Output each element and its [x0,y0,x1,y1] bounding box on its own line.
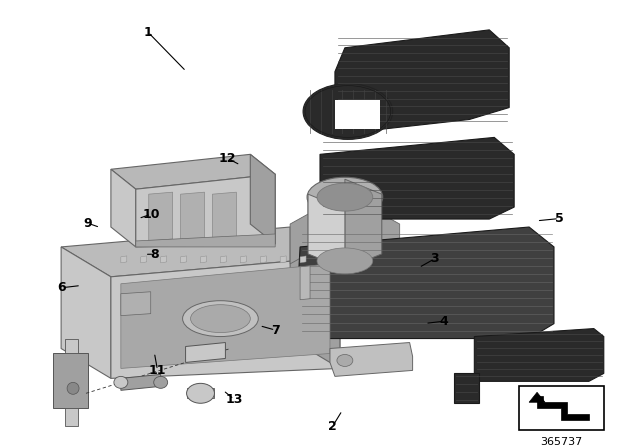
Ellipse shape [191,305,250,332]
Polygon shape [121,292,151,316]
Ellipse shape [154,376,168,388]
Polygon shape [187,388,214,398]
Polygon shape [65,408,78,426]
Polygon shape [300,256,306,263]
Polygon shape [121,375,161,390]
Text: 13: 13 [225,393,243,406]
Polygon shape [320,256,326,263]
Polygon shape [454,373,479,403]
Text: 3: 3 [430,252,439,265]
Polygon shape [180,192,205,241]
Polygon shape [300,266,310,300]
Polygon shape [260,256,266,263]
Polygon shape [136,174,275,247]
Text: 6: 6 [58,281,66,294]
Polygon shape [141,256,147,263]
Ellipse shape [303,84,393,139]
Polygon shape [250,154,275,244]
Ellipse shape [182,301,259,336]
Polygon shape [200,256,207,263]
Polygon shape [308,179,381,269]
Text: 9: 9 [83,216,92,229]
Bar [519,386,604,430]
Polygon shape [241,256,246,263]
Ellipse shape [114,376,128,388]
Text: 7: 7 [271,323,280,336]
Text: 12: 12 [219,152,236,165]
Polygon shape [290,227,340,368]
Polygon shape [381,214,399,264]
Ellipse shape [317,183,372,211]
Text: 365737: 365737 [540,437,582,447]
Polygon shape [148,192,173,241]
Polygon shape [53,353,88,408]
Polygon shape [537,396,589,420]
Text: 2: 2 [328,419,337,432]
Polygon shape [61,227,340,277]
Text: 10: 10 [142,207,160,220]
Text: 5: 5 [555,212,563,225]
Polygon shape [111,169,136,247]
Polygon shape [186,343,225,362]
Polygon shape [320,138,514,219]
Polygon shape [295,227,554,339]
Polygon shape [111,154,275,189]
Text: 11: 11 [148,364,166,377]
Polygon shape [212,192,236,241]
Polygon shape [65,339,78,353]
Polygon shape [474,328,604,381]
Ellipse shape [337,354,353,366]
Polygon shape [529,392,545,402]
Polygon shape [220,256,227,263]
Polygon shape [136,234,275,247]
Polygon shape [335,30,509,129]
Polygon shape [111,257,340,379]
Polygon shape [180,256,187,263]
Polygon shape [308,194,345,269]
Text: 8: 8 [150,248,159,261]
Ellipse shape [317,248,372,274]
Polygon shape [121,264,330,368]
Polygon shape [61,247,111,379]
Polygon shape [161,256,166,263]
Text: 1: 1 [143,26,152,39]
Polygon shape [121,256,127,263]
Polygon shape [345,179,381,269]
Polygon shape [330,343,413,376]
Ellipse shape [307,177,383,217]
Text: 4: 4 [440,314,449,327]
Polygon shape [280,256,286,263]
Ellipse shape [187,383,214,403]
Polygon shape [290,214,308,264]
Polygon shape [335,99,380,129]
Ellipse shape [67,382,79,394]
